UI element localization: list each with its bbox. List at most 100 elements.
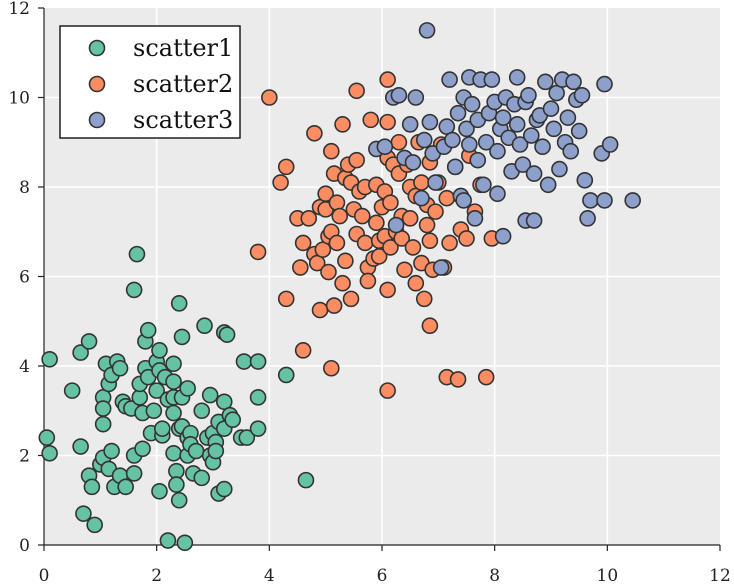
point-scatter1 — [125, 465, 143, 482]
legend: scatter1 scatter2 scatter3 — [59, 25, 241, 139]
point-scatter1 — [207, 442, 225, 460]
legend-marker-scatter3 — [88, 111, 106, 129]
point-scatter3 — [525, 165, 543, 182]
point-scatter3 — [539, 176, 557, 194]
point-scatter3 — [551, 160, 568, 178]
point-scatter2 — [292, 259, 309, 276]
point-scatter2 — [334, 116, 351, 133]
point-scatter3 — [401, 116, 419, 133]
point-scatter2 — [294, 342, 312, 359]
x-tick-label: 0 — [39, 566, 50, 586]
y-tick-label: 10 — [8, 89, 30, 109]
point-scatter1 — [165, 444, 182, 462]
point-scatter1 — [165, 373, 182, 390]
point-scatter2 — [382, 239, 399, 256]
point-scatter2 — [438, 189, 456, 207]
point-scatter2 — [418, 216, 436, 234]
point-scatter2 — [342, 290, 360, 308]
point-scatter3 — [494, 109, 512, 126]
point-scatter2 — [421, 317, 439, 335]
point-scatter1 — [218, 326, 236, 343]
x-tick-label: 6 — [377, 566, 388, 586]
point-scatter2 — [311, 301, 329, 319]
point-scatter1 — [151, 342, 168, 359]
point-scatter2 — [379, 382, 396, 399]
x-tick-label: 2 — [151, 566, 162, 586]
point-scatter2 — [306, 125, 323, 142]
grid — [44, 8, 720, 545]
y-tick-label: 0 — [19, 536, 30, 556]
point-scatter3 — [449, 104, 467, 122]
point-scatter1 — [165, 355, 182, 373]
point-scatter3 — [432, 259, 450, 276]
point-scatter1 — [111, 359, 129, 377]
point-scatter3 — [446, 158, 464, 176]
point-scatter1 — [139, 321, 157, 339]
point-scatter3 — [624, 192, 641, 209]
point-scatter3 — [475, 176, 492, 194]
point-scatter3 — [390, 86, 408, 104]
point-scatter3 — [387, 216, 405, 234]
point-scatter1 — [83, 478, 101, 496]
point-scatter3 — [421, 113, 439, 131]
point-scatter3 — [565, 73, 582, 91]
point-scatter1 — [193, 402, 211, 420]
point-scatter1 — [277, 366, 295, 384]
point-scatter1 — [224, 411, 242, 429]
point-scatter3 — [458, 120, 475, 138]
point-scatter2 — [362, 111, 380, 129]
point-scatter2 — [477, 368, 495, 386]
point-scatter3 — [601, 136, 619, 153]
point-scatter1 — [94, 400, 112, 417]
point-scatter2 — [413, 174, 430, 191]
legend-marker-scatter1 — [88, 39, 106, 57]
point-scatter1 — [176, 534, 194, 552]
point-scatter2 — [261, 89, 278, 106]
point-scatter1 — [154, 420, 171, 437]
point-scatter3 — [522, 127, 540, 144]
point-scatter1 — [72, 344, 89, 361]
point-scatter2 — [353, 207, 371, 225]
point-scatter1 — [148, 382, 165, 399]
point-scatter2 — [421, 232, 439, 249]
point-scatter1 — [201, 386, 219, 404]
point-scatter1 — [41, 350, 58, 368]
point-scatter2 — [407, 274, 425, 292]
point-scatter2 — [427, 203, 444, 220]
point-scatter3 — [477, 133, 495, 151]
point-scatter3 — [537, 73, 554, 91]
point-scatter3 — [573, 86, 591, 104]
point-scatter2 — [382, 194, 399, 211]
point-scatter2 — [370, 248, 388, 265]
point-scatter1 — [179, 380, 196, 397]
point-scatter3 — [489, 185, 506, 203]
point-scatter3 — [483, 71, 501, 88]
point-scatter1 — [159, 532, 177, 549]
legend-marker-scatter2 — [88, 75, 106, 93]
point-scatter3 — [570, 122, 588, 140]
point-scatter1 — [165, 404, 182, 422]
point-scatter2 — [441, 234, 458, 252]
point-scatter2 — [322, 142, 340, 160]
point-scatter1 — [117, 478, 134, 496]
point-scatter1 — [187, 442, 205, 460]
point-scatter1 — [215, 480, 233, 498]
point-scatter1 — [134, 440, 151, 458]
point-scatter3 — [415, 131, 433, 149]
point-scatter1 — [193, 469, 211, 487]
point-scatter1 — [125, 281, 143, 299]
point-scatter1 — [103, 442, 120, 460]
point-scatter3 — [525, 212, 543, 229]
point-scatter1 — [75, 505, 92, 522]
point-scatter2 — [348, 151, 365, 169]
point-scatter2 — [328, 234, 346, 252]
point-scatter2 — [322, 359, 340, 377]
point-scatter3 — [579, 210, 596, 227]
point-scatter2 — [325, 297, 343, 314]
point-scatter3 — [511, 136, 529, 153]
point-scatter2 — [458, 230, 475, 247]
point-scatter2 — [415, 290, 433, 308]
point-scatter2 — [348, 82, 365, 100]
point-scatter2 — [404, 239, 422, 256]
